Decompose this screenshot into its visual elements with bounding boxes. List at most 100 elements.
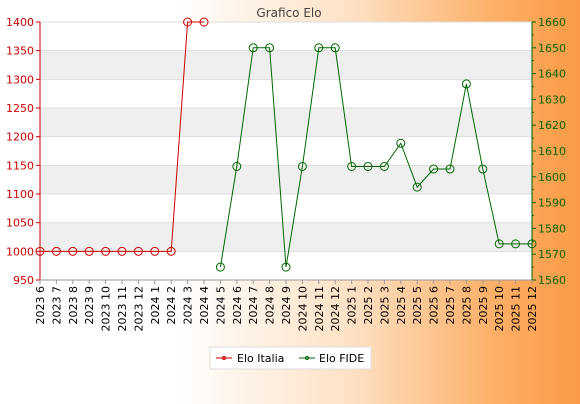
data-point-elo-fide [347, 161, 357, 171]
data-point-elo-italia [183, 17, 193, 27]
data-point-elo-fide [478, 164, 488, 174]
x-tick-label: 2024 6 [231, 286, 244, 325]
left-y-tick-label: 1300 [6, 73, 34, 86]
data-point-elo-fide [461, 79, 471, 89]
data-point-elo-fide [412, 182, 422, 192]
legend-box [209, 346, 372, 370]
data-point-elo-italia [51, 246, 61, 256]
grid-band [40, 108, 532, 137]
legend-marker-elo-fide [305, 356, 309, 360]
grid-band [40, 79, 532, 108]
x-tick-label: 2025 5 [411, 286, 424, 325]
data-point-elo-fide [511, 239, 521, 249]
data-point-elo-italia [117, 246, 127, 256]
data-point-elo-italia [150, 246, 160, 256]
x-tick-label: 2025 9 [477, 286, 490, 325]
left-y-tick-label: 1000 [6, 245, 34, 258]
left-y-tick-label: 1050 [6, 217, 34, 230]
left-y-tick-label: 1350 [6, 45, 34, 58]
grid-band [40, 194, 532, 223]
left-y-tick-label: 1250 [6, 102, 34, 115]
right-y-tick-label: 1580 [538, 222, 566, 235]
plot-background [39, 21, 533, 281]
chart-title: Grafico Elo [256, 6, 321, 20]
legend: Elo Italia Elo FIDE [209, 346, 372, 370]
data-point-elo-fide [330, 43, 340, 53]
x-tick-label: 2024 8 [264, 286, 277, 325]
left-y-axis: 950 1000 1050 1100 1150 1200 1250 1300 1350 1400 [6, 16, 40, 287]
x-tick-label: 2025 6 [428, 286, 441, 325]
data-point-elo-fide [494, 239, 504, 249]
left-y-tick-label: 1400 [6, 16, 34, 29]
legend-label-elo-fide: Elo FIDE [319, 352, 364, 365]
data-point-elo-fide [527, 239, 537, 249]
x-tick-label: 2024 4 [198, 286, 211, 325]
right-y-tick-label: 1590 [538, 197, 566, 210]
data-point-elo-fide [265, 43, 275, 53]
x-tick-label: 2025 11 [510, 286, 523, 332]
grid-band [40, 22, 532, 51]
data-point-elo-fide [281, 262, 291, 272]
x-tick-label: 2025 1 [346, 286, 359, 325]
data-point-elo-italia [199, 17, 209, 27]
data-point-elo-fide [379, 161, 389, 171]
data-point-elo-fide [363, 161, 373, 171]
right-y-axis: 1560 1570 1580 1590 1600 1610 1620 1630 1640 1650… [532, 16, 566, 287]
x-tick-label: 2025 7 [444, 286, 457, 325]
grid-band [40, 222, 532, 252]
left-y-tick-label: 1150 [6, 159, 34, 172]
left-y-tick-label: 950 [13, 274, 34, 287]
right-y-tick-label: 1650 [538, 42, 566, 55]
right-y-tick-label: 1660 [538, 16, 566, 29]
left-y-tick-label: 1100 [6, 188, 34, 201]
x-tick-label: 2025 12 [526, 286, 539, 332]
data-point-elo-italia [68, 246, 78, 256]
grid-band [40, 50, 532, 80]
x-tick-label: 2023 12 [132, 286, 145, 332]
data-point-elo-fide [215, 262, 225, 272]
x-tick-label: 2024 12 [329, 286, 342, 332]
grid-band [40, 165, 532, 194]
series-line-elo-fide [219, 47, 532, 268]
data-point-elo-italia [166, 246, 176, 256]
series-line-elo-italia [40, 21, 204, 252]
x-tick-label: 2025 3 [378, 286, 391, 325]
data-point-elo-fide [429, 164, 439, 174]
x-tick-label: 2024 3 [182, 286, 195, 325]
x-tick-label: 2023 6 [34, 286, 47, 325]
data-point-elo-italia [133, 246, 143, 256]
data-point-elo-fide [232, 161, 242, 171]
left-y-tick-label: 1200 [6, 131, 34, 144]
x-tick-label: 2023 7 [50, 286, 63, 325]
data-point-elo-fide [445, 164, 455, 174]
data-point-elo-fide [297, 161, 307, 171]
legend-marker-elo-italia [222, 356, 226, 360]
x-tick-label: 2025 2 [362, 286, 375, 325]
right-y-tick-label: 1600 [538, 171, 566, 184]
legend-label-elo-italia: Elo Italia [237, 352, 284, 365]
right-y-tick-label: 1610 [538, 145, 566, 158]
x-tick-label: 2024 10 [296, 286, 309, 332]
x-tick-label: 2025 4 [395, 286, 408, 325]
data-point-elo-italia [101, 246, 111, 256]
x-tick-label: 2023 11 [116, 286, 129, 332]
x-axis: 2023 6 2023 7 2023 8 2023 9 2023 10 2023 11 20… [34, 280, 539, 332]
right-y-tick-label: 1560 [538, 274, 566, 287]
data-point-elo-fide [314, 43, 324, 53]
data-point-elo-italia [84, 246, 94, 256]
right-y-tick-label: 1570 [538, 248, 566, 261]
x-tick-label: 2025 10 [493, 286, 506, 332]
series-layer [35, 17, 537, 272]
x-tick-label: 2023 9 [83, 286, 96, 325]
x-tick-label: 2024 2 [165, 286, 178, 325]
right-y-tick-label: 1620 [538, 119, 566, 132]
x-tick-label: 2024 7 [247, 286, 260, 325]
x-tick-label: 2025 8 [460, 286, 473, 325]
x-tick-label: 2023 8 [67, 286, 80, 325]
data-point-elo-fide [396, 138, 406, 148]
x-tick-label: 2023 10 [100, 286, 113, 332]
x-tick-label: 2024 11 [313, 286, 326, 332]
x-tick-label: 2024 5 [214, 286, 227, 325]
